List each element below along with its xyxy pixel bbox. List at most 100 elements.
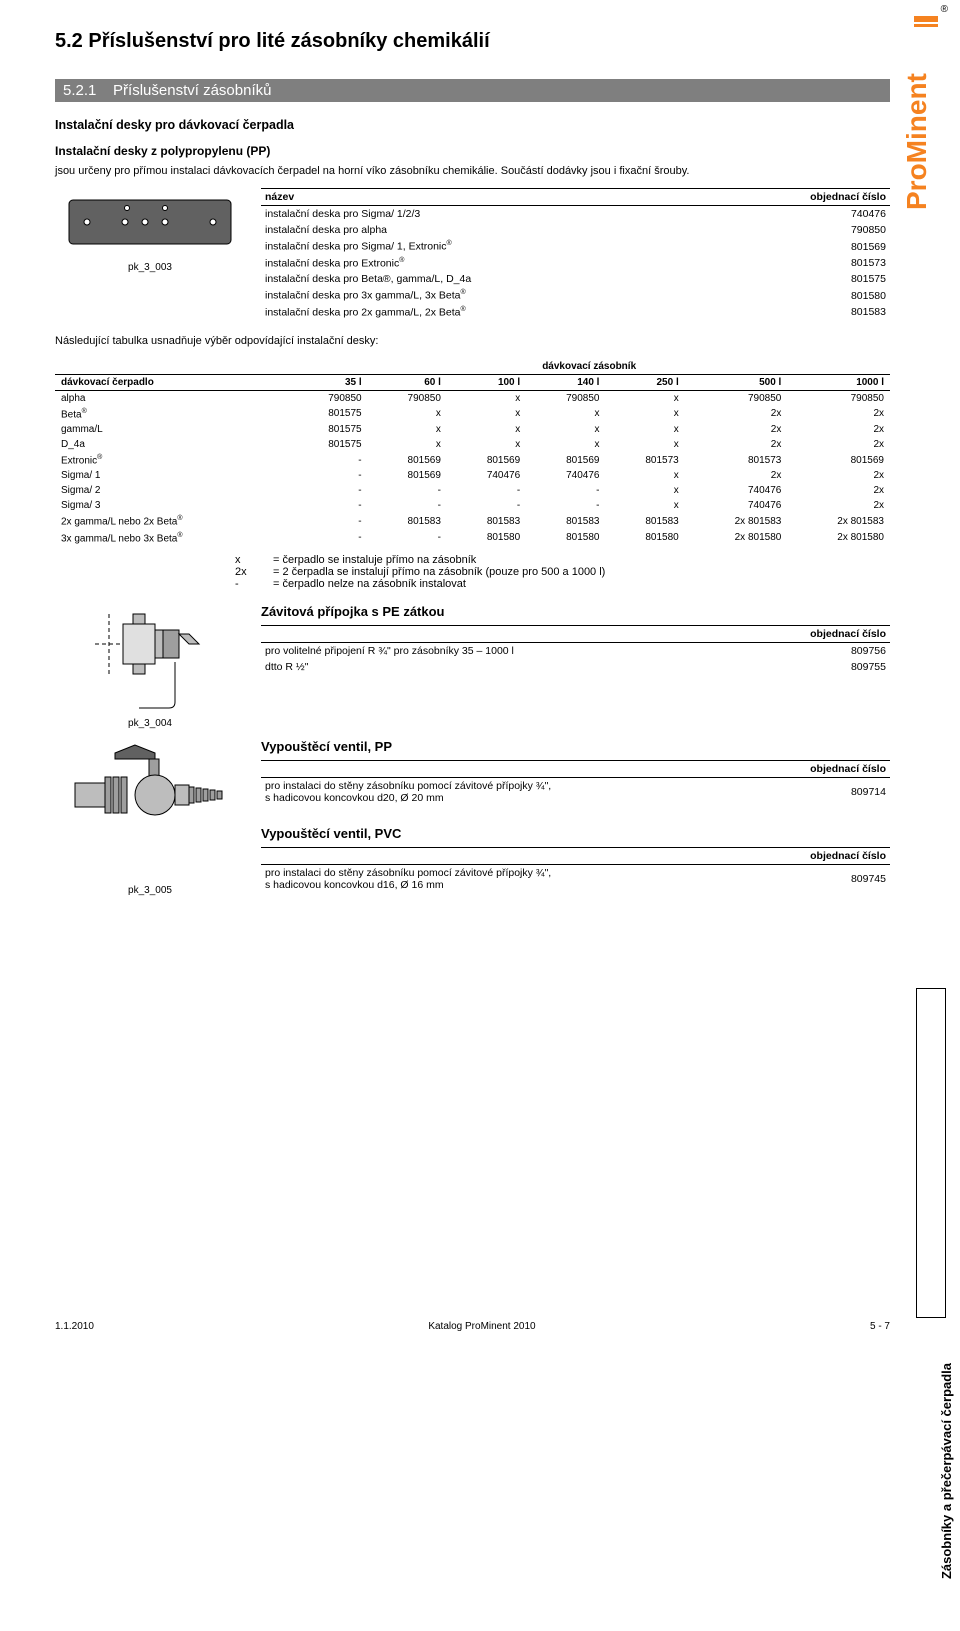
col-order-num: objednací číslo [735, 625, 890, 642]
cell: x [447, 406, 526, 422]
legend-key: 2x [235, 566, 255, 578]
row-name: Sigma/ 1 [55, 468, 288, 483]
col-order-num: objednací číslo [750, 847, 890, 864]
side-tab-label: Zásobníky a přečerpávací čerpadla [939, 1311, 954, 1631]
cell-order-number: 790850 [713, 222, 890, 238]
cell: 801573 [685, 452, 788, 468]
row-name: 3x gamma/L nebo 3x Beta® [55, 530, 288, 546]
cell: x [605, 390, 684, 406]
cell: 801583 [605, 513, 684, 529]
cell: 801575 [288, 406, 367, 422]
side-tab: Zásobníky a přečerpávací čerpadla [916, 988, 946, 1318]
compat-row-header: dávkovací čerpadlo [55, 374, 288, 390]
table-row: instalační deska pro Sigma/ 1, Extronic®… [261, 238, 890, 255]
cell: 2x 801580 [685, 530, 788, 546]
table-row: 2x gamma/L nebo 2x Beta®-801583801583801… [55, 513, 890, 529]
col-header: 140 l [526, 374, 605, 390]
cell: - [526, 483, 605, 498]
col-header: 100 l [447, 374, 526, 390]
figure-pk-3-005: pk_3_005 [55, 739, 245, 896]
cell: 2x [685, 468, 788, 483]
subheading-pp-plates: Instalační desky z polypropylenu (PP) [55, 144, 890, 158]
cell: 2x [685, 437, 788, 452]
figure-label: pk_3_005 [55, 885, 245, 896]
cell: x [526, 422, 605, 437]
table-row: gamma/L801575xxxx2x2x [55, 422, 890, 437]
col-order-num: objednací číslo [713, 189, 890, 206]
paragraph-compat-intro: Následující tabulka usnadňuje výběr odpo… [55, 334, 890, 348]
cell: 790850 [685, 390, 788, 406]
cell: x [605, 406, 684, 422]
table-row: Sigma/ 2----x7404762x [55, 483, 890, 498]
cell-name: instalační deska pro alpha [261, 222, 713, 238]
cell-name: instalační deska pro Sigma/ 1, Extronic® [261, 238, 713, 255]
cell: 801580 [526, 530, 605, 546]
subheading-drain-valve-pp: Vypouštěcí ventil, PP [261, 739, 890, 754]
legend-text: = čerpadlo nelze na zásobník instalovat [273, 578, 466, 590]
cell: x [526, 437, 605, 452]
cell: x [447, 437, 526, 452]
cell: 801569 [526, 452, 605, 468]
table-row: pro instalaci do stěny zásobníku pomocí … [261, 777, 890, 806]
col-header: 500 l [685, 374, 788, 390]
table-row: Sigma/ 3----x7404762x [55, 498, 890, 513]
cell: - [447, 498, 526, 513]
cell: - [288, 468, 367, 483]
legend: x= čerpadlo se instaluje přímo na zásobn… [235, 554, 890, 590]
table-row: Beta®801575xxxx2x2x [55, 406, 890, 422]
cell: 801569 [787, 452, 890, 468]
cell: - [447, 483, 526, 498]
cell-name: instalační deska pro 2x gamma/L, 2x Beta… [261, 304, 713, 321]
row-name: Beta® [55, 406, 288, 422]
legend-row: -= čerpadlo nelze na zásobník instalovat [235, 578, 890, 590]
cell: 2x [787, 406, 890, 422]
cell-order-number: 809745 [750, 864, 890, 893]
compat-span-header: dávkovací zásobník [288, 359, 890, 375]
table-row: 3x gamma/L nebo 3x Beta®--80158080158080… [55, 530, 890, 546]
cell: - [288, 513, 367, 529]
table-row: pro volitelné připojení R ¾" pro zásobní… [261, 642, 890, 659]
cell-name: pro instalaci do stěny zásobníku pomocí … [261, 864, 750, 893]
cell-order-number: 801575 [713, 271, 890, 287]
cell-name: instalační deska pro Extronic® [261, 255, 713, 272]
col-header: 1000 l [787, 374, 890, 390]
cell: - [368, 483, 447, 498]
table-row: instalační deska pro Extronic®801573 [261, 255, 890, 272]
cell: 801583 [447, 513, 526, 529]
cell: x [605, 437, 684, 452]
cell: x [368, 437, 447, 452]
cell: 801575 [288, 422, 367, 437]
legend-row: 2x= 2 čerpadla se instalují přímo na zás… [235, 566, 890, 578]
footer-date: 1.1.2010 [55, 1321, 94, 1332]
cell: 801569 [368, 468, 447, 483]
footer-page: 5 - 7 [870, 1321, 890, 1332]
page-footer: 1.1.2010 Katalog ProMinent 2010 5 - 7 [55, 1321, 890, 1332]
cell: 801580 [447, 530, 526, 546]
cell: 801569 [368, 452, 447, 468]
cell: 790850 [526, 390, 605, 406]
cell-order-number: 809755 [735, 659, 890, 675]
table-row: instalační deska pro 2x gamma/L, 2x Beta… [261, 304, 890, 321]
cell-name: dtto R ½" [261, 659, 735, 675]
cell-order-number: 801583 [713, 304, 890, 321]
cell: 790850 [368, 390, 447, 406]
cell: - [368, 498, 447, 513]
table-install-plates: název objednací číslo instalační deska p… [261, 188, 890, 320]
section-title: Příslušenství zásobníků [113, 82, 271, 99]
table-row: dtto R ½"809755 [261, 659, 890, 675]
figure-label: pk_3_003 [55, 262, 245, 273]
table-row: Sigma/ 1-801569740476740476x2x2x [55, 468, 890, 483]
cell: x [368, 422, 447, 437]
legend-key: x [235, 554, 255, 566]
cell: x [447, 390, 526, 406]
cell: 790850 [288, 390, 367, 406]
cell: - [288, 452, 367, 468]
table-thread-connector: objednací číslo pro volitelné připojení … [261, 625, 890, 675]
table-drain-valve-pp: objednací číslo pro instalaci do stěny z… [261, 760, 890, 806]
subheading-thread-connector: Závitová přípojka s PE zátkou [261, 604, 890, 619]
cell-name: instalační deska pro Sigma/ 1/2/3 [261, 206, 713, 223]
figure-label: pk_3_004 [55, 718, 245, 729]
col-name: název [261, 189, 713, 206]
cell: 2x 801583 [787, 513, 890, 529]
cell: 2x 801580 [787, 530, 890, 546]
